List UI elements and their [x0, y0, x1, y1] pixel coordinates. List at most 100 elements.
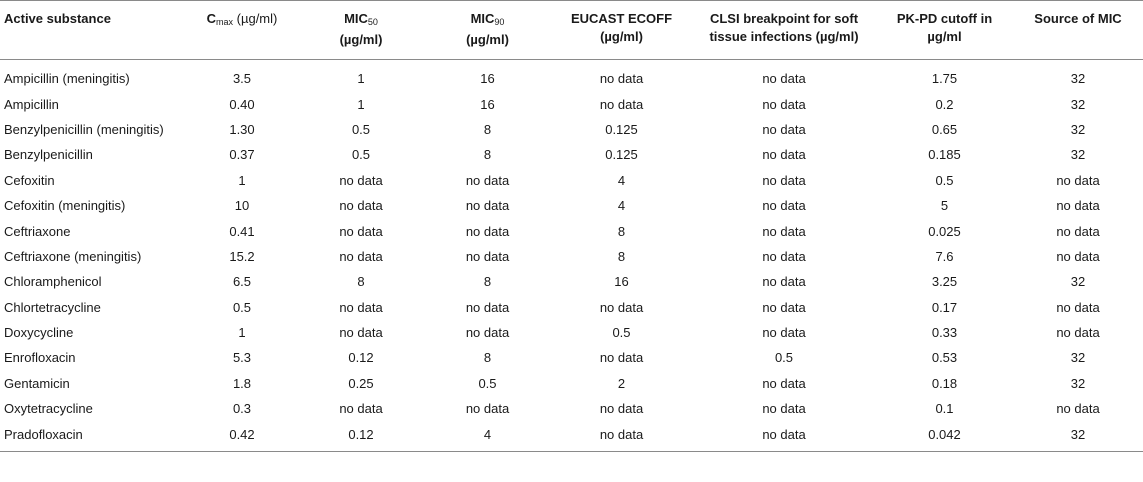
cell-clsi-breakpoint: no data: [762, 274, 806, 290]
cell-mic90: 0.5: [478, 375, 497, 391]
header-pkpd-cutoff: PK-PD cutoff in µg/ml: [896, 11, 993, 44]
cell-clsi-breakpoint: no data: [762, 375, 806, 391]
cell-pkpd-cutoff: 0.042: [928, 426, 961, 442]
cell-active-substance: Gentamicin: [4, 375, 70, 391]
header-mic50: MIC50 (µg/ml): [339, 11, 383, 47]
cell-cmax: 0.41: [229, 223, 255, 239]
table-header: Active substance Cmax (µg/ml) MIC50 (µg/m…: [0, 0, 1143, 60]
table-row: Cefoxitin 1 no data no data 4 no data 0.5 no da…: [0, 168, 1143, 193]
cell-eucast-ecoff: no data: [599, 96, 644, 112]
cell-source-of-mic: 32: [1070, 274, 1086, 290]
cell-active-substance: Benzylpenicillin: [4, 147, 93, 163]
cell-mic90: no data: [465, 248, 510, 264]
cell-active-substance: Ceftriaxone (meningitis): [4, 248, 142, 264]
cell-source-of-mic: 32: [1070, 350, 1086, 366]
cell-eucast-ecoff: no data: [599, 350, 644, 366]
cell-cmax: 15.2: [229, 248, 255, 264]
cell-eucast-ecoff: 0.125: [605, 147, 638, 163]
cell-mic50: 0.12: [348, 350, 374, 366]
cell-pkpd-cutoff: 0.2: [935, 96, 954, 112]
cell-cmax: 0.5: [232, 299, 252, 315]
cell-cmax: 6.5: [232, 274, 252, 290]
cell-mic50: 0.12: [348, 426, 374, 442]
cell-cmax: 3.5: [232, 71, 252, 87]
header-mic90: MIC90 (µg/ml): [466, 11, 509, 47]
cell-source-of-mic: 32: [1070, 375, 1086, 391]
cell-eucast-ecoff: 0.125: [605, 121, 638, 137]
cell-active-substance: Chlortetracycline: [4, 299, 101, 315]
cell-mic50: no data: [339, 325, 383, 341]
cell-pkpd-cutoff: 0.18: [931, 375, 958, 391]
cell-pkpd-cutoff: 0.025: [928, 223, 961, 239]
cell-cmax: 1.30: [229, 121, 255, 137]
cell-eucast-ecoff: no data: [599, 71, 644, 87]
cell-pkpd-cutoff: 0.53: [931, 350, 958, 366]
cell-mic90: 8: [483, 147, 492, 163]
cell-cmax: 0.40: [229, 96, 255, 112]
cell-mic50: 0.25: [348, 375, 374, 391]
cell-cmax: 5.3: [232, 350, 252, 366]
cell-source-of-mic: 32: [1070, 121, 1086, 137]
cell-active-substance: Cefoxitin: [4, 172, 55, 188]
cell-clsi-breakpoint: no data: [762, 325, 806, 341]
cell-eucast-ecoff: no data: [599, 401, 644, 417]
cell-mic90: no data: [465, 223, 510, 239]
cell-active-substance: Ampicillin (meningitis): [4, 71, 130, 87]
cell-eucast-ecoff: 16: [614, 274, 629, 290]
cell-mic50: no data: [339, 172, 383, 188]
cell-mic50: no data: [339, 248, 383, 264]
header-row: Active substance Cmax (µg/ml) MIC50 (µg/m…: [0, 0, 1143, 60]
cell-clsi-breakpoint: no data: [762, 96, 806, 112]
cell-mic90: 4: [483, 426, 492, 442]
cell-mic50: 8: [357, 274, 365, 290]
cell-mic90: 16: [480, 71, 495, 87]
table-row: Ceftriaxone 0.41 no data no data 8 no data 0.0…: [0, 218, 1143, 243]
cell-mic50: 1: [357, 71, 365, 87]
header-eucast-ecoff: EUCAST ECOFF (µg/ml): [570, 11, 673, 44]
cell-source-of-mic: 32: [1070, 147, 1086, 163]
table-row: Benzylpenicillin (meningitis) 1.30 0.5 8 0.1…: [0, 117, 1143, 142]
table-row: Ampicillin 0.40 1 16 no data no data 0.2 32: [0, 91, 1143, 116]
table-row: Pradofloxacin 0.42 0.12 4 no data no data 0.04…: [0, 421, 1143, 452]
cell-active-substance: Enrofloxacin: [4, 350, 76, 366]
cell-pkpd-cutoff: 1.75: [931, 71, 958, 87]
table-row: Enrofloxacin 5.3 0.12 8 no data 0.5 0.53 32: [0, 345, 1143, 370]
cell-active-substance: Ceftriaxone: [4, 223, 71, 239]
cell-eucast-ecoff: 8: [617, 223, 626, 239]
cell-active-substance: Pradofloxacin: [4, 426, 83, 442]
cell-source-of-mic: 32: [1070, 96, 1086, 112]
cell-mic50: no data: [339, 299, 383, 315]
cell-eucast-ecoff: 4: [617, 172, 626, 188]
cell-eucast-ecoff: 0.5: [612, 325, 631, 341]
cell-source-of-mic: no data: [1056, 248, 1100, 264]
cell-pkpd-cutoff: 0.33: [931, 325, 958, 341]
table-row: Ampicillin (meningitis) 3.5 1 16 no data no d…: [0, 60, 1143, 92]
header-cmax: Cmax (µg/ml): [206, 11, 278, 27]
cell-eucast-ecoff: 8: [617, 248, 626, 264]
table-row: Benzylpenicillin 0.37 0.5 8 0.125 no data 0.18…: [0, 142, 1143, 167]
cell-mic50: no data: [339, 401, 383, 417]
cell-active-substance: Benzylpenicillin (meningitis): [4, 121, 164, 137]
table-row: Doxycycline 1 no data no data 0.5 no data 0.33…: [0, 320, 1143, 345]
cell-active-substance: Chloramphenicol: [4, 274, 102, 290]
cell-mic50: 1: [357, 96, 365, 112]
cell-cmax: 0.3: [232, 401, 252, 417]
cell-mic50: no data: [339, 198, 383, 214]
cell-cmax: 1: [238, 325, 246, 341]
cell-cmax: 0.37: [229, 147, 255, 163]
cell-clsi-breakpoint: no data: [762, 121, 806, 137]
cell-mic90: no data: [465, 299, 510, 315]
cell-mic50: no data: [339, 223, 383, 239]
cell-clsi-breakpoint: no data: [762, 147, 806, 163]
cell-active-substance: Oxytetracycline: [4, 401, 93, 417]
cell-source-of-mic: no data: [1056, 299, 1100, 315]
cell-source-of-mic: no data: [1056, 223, 1100, 239]
header-active-substance: Active substance: [4, 11, 111, 26]
cell-pkpd-cutoff: 3.25: [931, 274, 958, 290]
cell-source-of-mic: 32: [1070, 71, 1086, 87]
cell-pkpd-cutoff: 7.6: [935, 248, 954, 264]
table-row: Chloramphenicol 6.5 8 8 16 no data 3.25 32: [0, 269, 1143, 294]
cell-clsi-breakpoint: no data: [762, 223, 806, 239]
cell-mic90: no data: [465, 325, 510, 341]
table-row: Cefoxitin (meningitis) 10 no data no data 4 n…: [0, 193, 1143, 218]
